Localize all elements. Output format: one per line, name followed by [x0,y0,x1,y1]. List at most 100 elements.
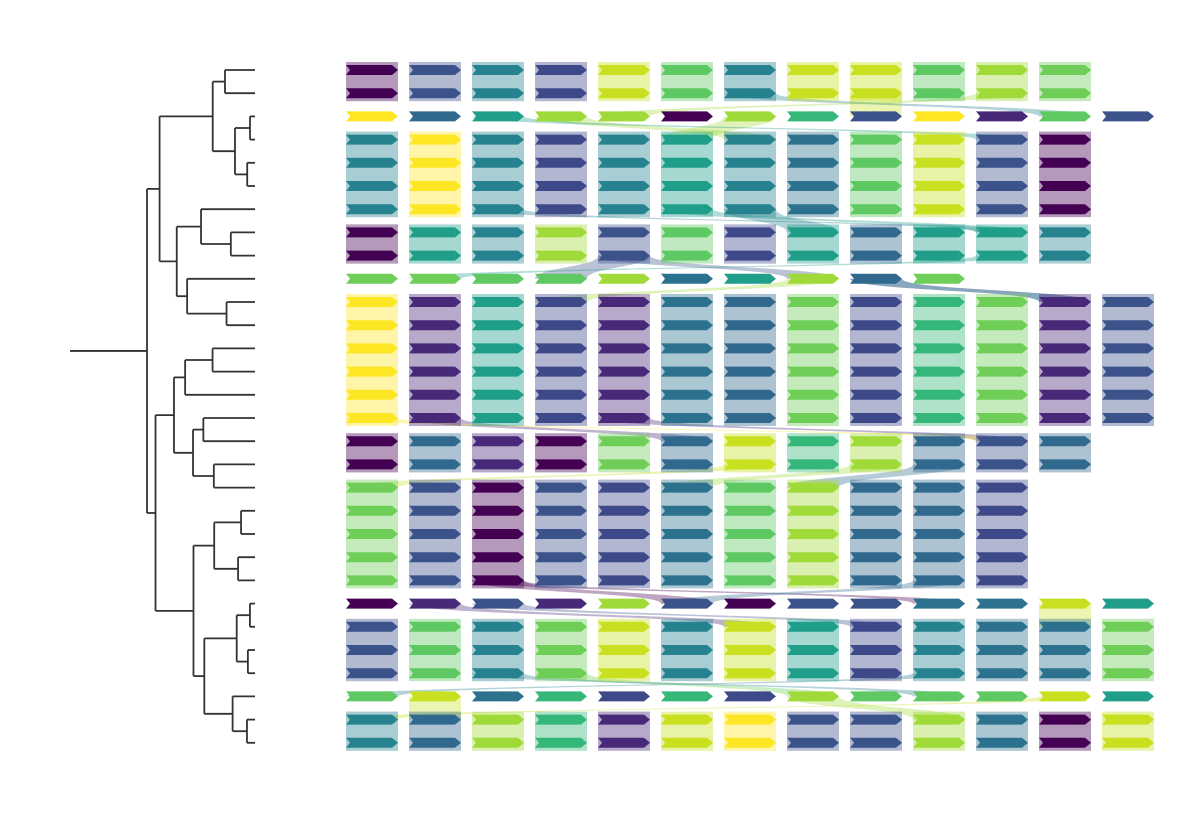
gene-arrow [409,668,461,679]
gene-arrow [1039,436,1091,447]
gene-arrow [1039,691,1091,702]
gene-arrow [850,645,902,655]
gene-arrow [913,413,965,423]
gene-tracks [346,62,1154,751]
gene-arrow [787,389,839,400]
gene-arrow [1039,320,1091,331]
block-shade [535,294,587,426]
ribbon [472,580,965,604]
gene-arrow [535,714,587,725]
gene-arrow [1039,645,1091,655]
gene-arrow [346,668,398,679]
gene-arrow [850,737,902,748]
gene-arrow [661,598,713,609]
gene-arrow [346,157,398,168]
ribbon [661,580,965,604]
gene-arrow [976,65,1028,75]
gene-arrow [787,273,839,284]
gene-arrow [1039,134,1091,145]
block-shade [976,294,1028,426]
gene-arrow [976,436,1028,447]
gene-arrow [1039,737,1091,748]
gene-arrow [787,227,839,238]
gene-arrow [787,157,839,168]
gene-arrow [724,482,776,493]
gene-arrow [472,575,524,586]
block-shade [598,294,650,426]
gene-arrow [724,297,776,307]
gene-arrow [976,227,1028,238]
gene-arrow [724,714,776,725]
gene-arrow [346,505,398,516]
gene-arrow [724,366,776,377]
gene-arrow [850,204,902,215]
gene-arrow [913,111,965,122]
gene-arrow [535,389,587,400]
gene-arrow [346,297,398,307]
gene-arrow [787,552,839,563]
gene-arrow [598,273,650,284]
gene-arrow [409,204,461,215]
gene-arrow [598,134,650,145]
gene-arrow [661,529,713,539]
gene-arrow [346,691,398,702]
gene-arrow [598,204,650,215]
gene-arrow [661,157,713,168]
gene-arrow [724,273,776,284]
gene-arrow [598,320,650,331]
gene-arrow [409,737,461,748]
gene-arrow [661,250,713,261]
gene-arrow [976,134,1028,145]
ribbon [535,116,776,140]
gene-arrow [535,181,587,191]
gene-arrow [472,204,524,215]
ribbon [472,209,1028,233]
gene-arrow [598,227,650,238]
gene-arrow [1039,459,1091,470]
gene-arrow [472,691,524,702]
gene-arrow [850,134,902,145]
gene-arrow [976,505,1028,516]
gene-arrow [598,389,650,400]
gene-arrow [661,111,713,122]
block-shade [724,131,776,218]
gene-arrow [1039,714,1091,725]
gene-arrow [535,297,587,307]
gene-arrow [346,343,398,354]
gene-arrow [724,621,776,632]
gene-arrow [472,181,524,191]
gene-arrow [976,157,1028,168]
gene-arrow [535,575,587,586]
gene-arrow [850,181,902,191]
gene-arrow [346,482,398,493]
gene-arrow [976,575,1028,586]
gene-arrow [976,482,1028,493]
gene-arrow [661,227,713,238]
ribbon [472,673,965,697]
gene-arrow [1039,668,1091,679]
gene-arrow [724,204,776,215]
gene-arrow [661,714,713,725]
gene-arrow [724,529,776,539]
ribbon [598,93,1028,117]
gene-arrow [598,436,650,447]
block-shade [913,294,965,426]
gene-arrow [913,343,965,354]
gene-arrow [976,111,1028,122]
gene-arrow [598,250,650,261]
gene-arrow [346,250,398,261]
block-shade [787,131,839,218]
gene-arrow [1039,227,1091,238]
gene-arrow [535,459,587,470]
gene-arrow [346,621,398,632]
gene-arrow [535,227,587,238]
gene-arrow [472,737,524,748]
gene-arrow [409,227,461,238]
gene-arrow [661,204,713,215]
gene-arrow [1039,204,1091,215]
gene-arrow [409,575,461,586]
ribbon [787,464,965,488]
gene-arrow [976,181,1028,191]
gene-arrow [787,575,839,586]
gene-arrow [913,181,965,191]
